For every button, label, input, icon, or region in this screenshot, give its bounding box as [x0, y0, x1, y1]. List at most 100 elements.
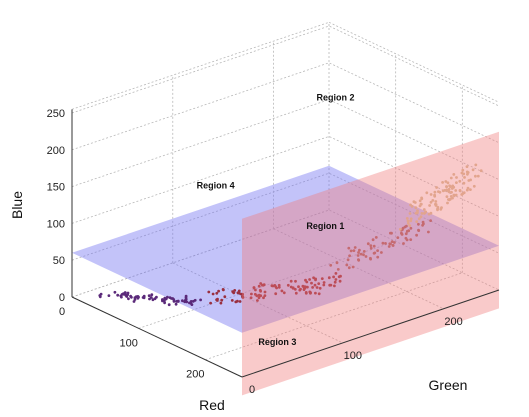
data-point	[409, 219, 413, 223]
data-point	[304, 278, 307, 282]
data-point	[415, 220, 419, 224]
grid-line	[71, 209, 330, 298]
data-point	[446, 181, 450, 185]
data-point	[417, 222, 420, 226]
data-point	[384, 242, 387, 245]
data-point	[219, 301, 223, 305]
data-point	[349, 249, 353, 253]
data-point	[338, 279, 342, 283]
data-point	[176, 300, 180, 303]
grid-line	[71, 62, 500, 151]
data-point	[332, 275, 335, 279]
data-point	[425, 191, 429, 195]
y-axis-label: Green	[429, 377, 468, 393]
axis-edge	[71, 296, 243, 378]
grid-line	[71, 99, 500, 187]
data-point	[308, 290, 312, 294]
data-point	[347, 266, 351, 270]
z-tick-label: 200	[47, 145, 65, 157]
grid-line	[138, 240, 396, 329]
data-point	[333, 280, 337, 284]
data-point	[364, 255, 368, 258]
z-tick-label: 150	[47, 182, 65, 194]
data-point	[357, 258, 360, 261]
data-point	[466, 186, 470, 190]
data-point	[467, 179, 471, 182]
z-axis-label: Blue	[9, 191, 25, 219]
data-point	[429, 211, 433, 215]
data-point	[458, 189, 462, 193]
data-point	[113, 290, 117, 294]
data-point	[357, 251, 360, 254]
data-point	[405, 238, 409, 242]
data-point	[170, 297, 173, 300]
grid-line	[71, 25, 500, 114]
vertical-plane	[242, 131, 499, 396]
data-point	[289, 285, 293, 289]
data-point	[163, 301, 167, 305]
z-tick-label: 0	[59, 292, 65, 304]
data-point	[444, 180, 448, 183]
data-point	[408, 224, 412, 228]
data-point	[422, 208, 426, 211]
data-point	[107, 294, 111, 297]
grid-line	[205, 272, 463, 361]
z-tick-label: 100	[47, 218, 65, 230]
data-point	[257, 284, 261, 288]
data-point	[262, 283, 266, 287]
data-point	[406, 221, 410, 225]
data-point	[452, 173, 456, 176]
data-point	[405, 217, 409, 220]
data-point	[217, 289, 221, 293]
data-point	[238, 300, 242, 303]
data-point	[230, 299, 234, 302]
data-point	[274, 292, 278, 296]
data-point	[346, 258, 350, 262]
grid-line	[71, 172, 500, 261]
data-point	[252, 286, 256, 289]
data-point	[241, 294, 244, 298]
x-tick-label: 200	[186, 369, 204, 381]
data-point	[329, 263, 333, 267]
data-point	[282, 291, 286, 295]
region-label: Region 4	[197, 181, 235, 191]
data-point	[353, 246, 357, 249]
data-point	[151, 298, 155, 302]
z-tick-label: 250	[47, 108, 65, 120]
data-point	[434, 200, 438, 203]
data-point	[372, 244, 376, 248]
data-point	[98, 294, 102, 297]
data-points	[98, 163, 483, 307]
data-point	[184, 294, 188, 298]
data-point	[209, 301, 213, 305]
data-point	[476, 174, 480, 178]
x-tick-label: 0	[59, 306, 65, 318]
data-point	[428, 204, 431, 207]
data-point	[462, 181, 466, 185]
data-point	[455, 176, 458, 179]
data-point	[419, 202, 423, 206]
data-point	[418, 199, 422, 203]
data-point	[462, 191, 466, 195]
data-point	[185, 300, 189, 304]
data-point	[466, 172, 469, 176]
data-point	[421, 220, 425, 224]
data-point	[412, 200, 416, 204]
data-point	[161, 299, 164, 303]
data-point	[404, 232, 408, 236]
data-point	[293, 287, 297, 291]
data-point	[256, 299, 259, 302]
data-point	[420, 196, 423, 200]
data-point	[314, 291, 317, 295]
data-point	[320, 277, 324, 280]
data-point	[255, 294, 259, 298]
data-point	[223, 295, 227, 299]
x-tick-label: 100	[119, 337, 137, 349]
data-point	[374, 236, 378, 239]
data-point	[310, 281, 313, 285]
data-point	[286, 283, 290, 287]
data-point	[126, 291, 130, 295]
data-point	[207, 290, 211, 294]
data-point	[148, 297, 151, 301]
